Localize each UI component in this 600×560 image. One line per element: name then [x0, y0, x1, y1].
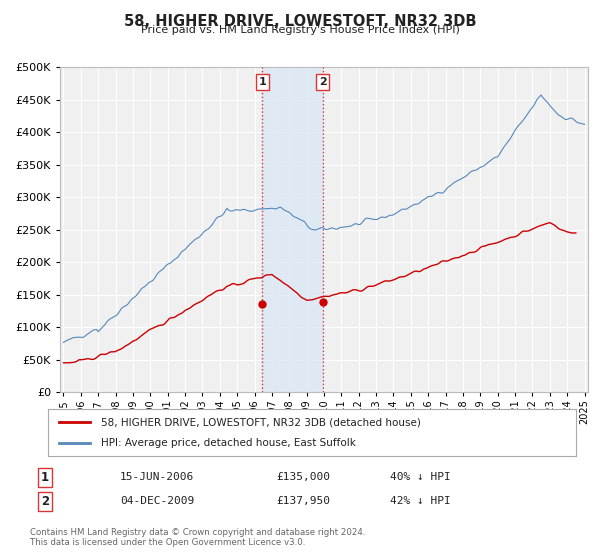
- Text: 42% ↓ HPI: 42% ↓ HPI: [390, 496, 451, 506]
- Text: HPI: Average price, detached house, East Suffolk: HPI: Average price, detached house, East…: [101, 438, 356, 448]
- Text: 15-JUN-2006: 15-JUN-2006: [120, 472, 194, 482]
- Text: £135,000: £135,000: [276, 472, 330, 482]
- Text: 2: 2: [319, 77, 326, 87]
- Text: Contains HM Land Registry data © Crown copyright and database right 2024.
This d: Contains HM Land Registry data © Crown c…: [30, 528, 365, 547]
- Text: Price paid vs. HM Land Registry's House Price Index (HPI): Price paid vs. HM Land Registry's House …: [140, 25, 460, 35]
- Text: £137,950: £137,950: [276, 496, 330, 506]
- Text: 2: 2: [41, 494, 49, 508]
- Text: 04-DEC-2009: 04-DEC-2009: [120, 496, 194, 506]
- Text: 1: 1: [41, 470, 49, 484]
- Text: 40% ↓ HPI: 40% ↓ HPI: [390, 472, 451, 482]
- Text: 58, HIGHER DRIVE, LOWESTOFT, NR32 3DB (detached house): 58, HIGHER DRIVE, LOWESTOFT, NR32 3DB (d…: [101, 417, 421, 427]
- Text: 58, HIGHER DRIVE, LOWESTOFT, NR32 3DB: 58, HIGHER DRIVE, LOWESTOFT, NR32 3DB: [124, 14, 476, 29]
- Bar: [262, 67, 323, 392]
- Text: 1: 1: [259, 77, 266, 87]
